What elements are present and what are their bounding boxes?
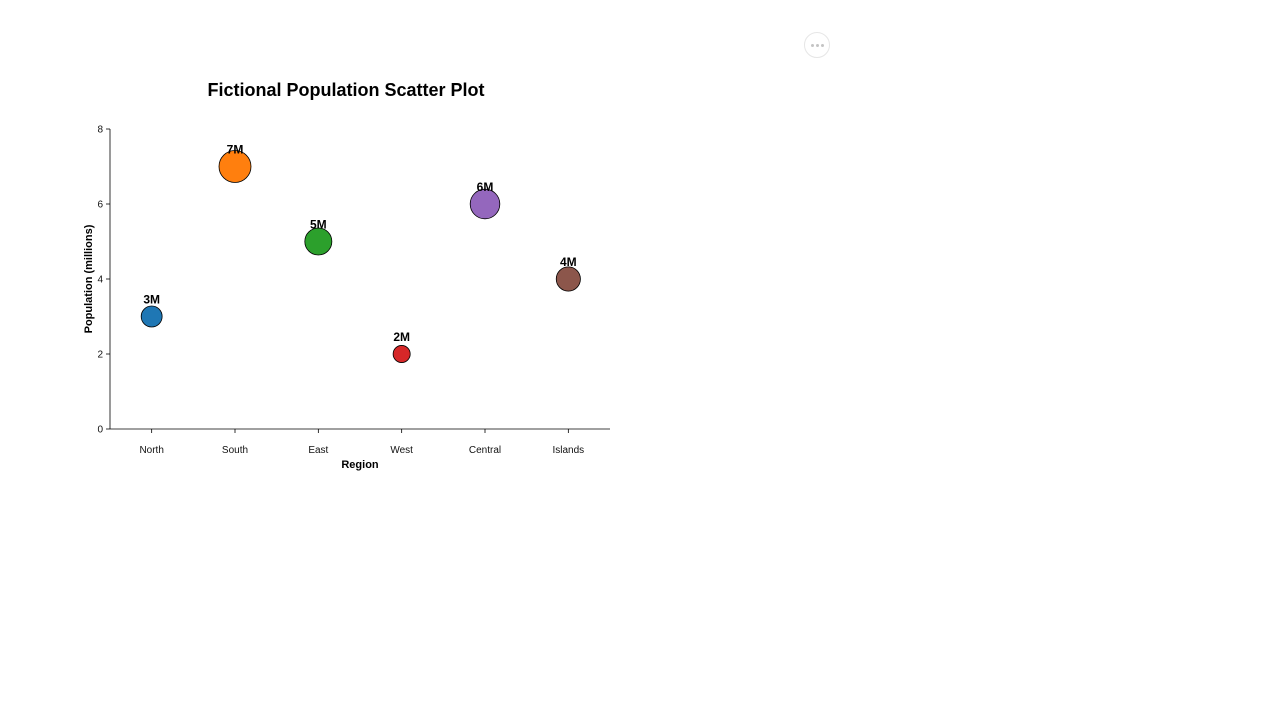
data-labels: 3M 7M 5M 2M 6M 4M — [143, 143, 576, 345]
x-tick-label: West — [390, 445, 413, 456]
x-axis: North South East West Central Islands — [110, 428, 610, 456]
y-tick-label: 4 — [97, 275, 103, 286]
x-axis-title: Region — [341, 459, 379, 471]
chart-title: Fictional Population Scatter Plot — [207, 80, 484, 100]
data-point-south[interactable] — [218, 150, 252, 183]
x-tick-label: Islands — [552, 445, 584, 456]
y-tick-label: 0 — [97, 425, 103, 436]
x-tick-label: East — [308, 445, 328, 456]
more-horizontal-icon-dot — [820, 43, 824, 47]
data-label-north: 3M — [143, 293, 160, 307]
x-tick-label: North — [139, 445, 163, 456]
data-label-west: 2M — [393, 330, 410, 344]
more-horizontal-icon — [810, 43, 814, 47]
data-point-east[interactable] — [304, 227, 333, 256]
data-point-islands[interactable] — [555, 266, 581, 292]
x-tick-label: South — [222, 445, 248, 456]
data-points — [140, 150, 581, 363]
data-label-south: 7M — [227, 143, 244, 157]
y-tick-label: 2 — [97, 350, 103, 361]
data-point-north[interactable] — [140, 305, 163, 328]
data-point-west[interactable] — [392, 345, 411, 363]
y-tick-label: 8 — [97, 125, 103, 136]
more-horizontal-icon-dot — [815, 43, 819, 47]
y-axis: 0 2 4 6 8 — [97, 125, 111, 436]
more-options-button[interactable] — [804, 32, 830, 58]
y-tick-label: 6 — [97, 200, 103, 211]
data-label-central: 6M — [477, 180, 494, 194]
y-axis-title: Population (millions) — [83, 224, 95, 333]
data-label-east: 5M — [310, 218, 327, 232]
data-label-islands: 4M — [560, 255, 577, 269]
x-tick-label: Central — [469, 445, 501, 456]
data-point-central[interactable] — [469, 188, 501, 220]
